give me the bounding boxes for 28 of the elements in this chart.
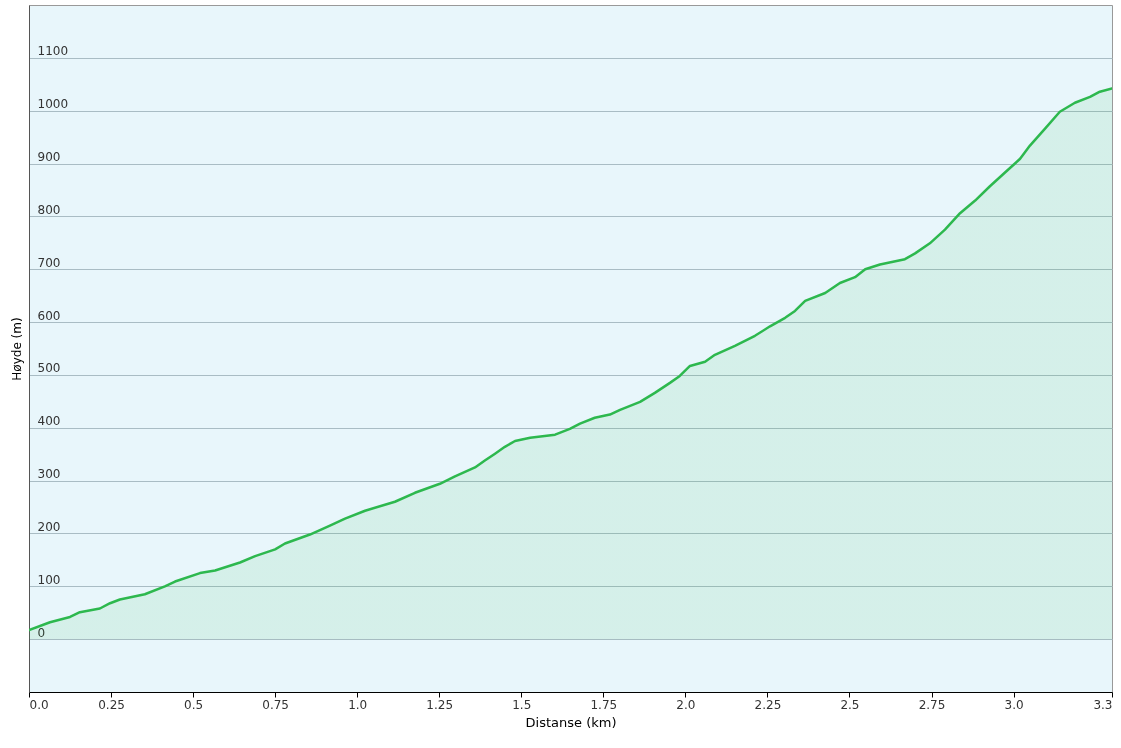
x-tick-label: 0.75	[262, 697, 289, 712]
y-tick-label: 800	[37, 202, 61, 217]
y-tick-label: 200	[37, 519, 61, 534]
y-tick-label: 700	[37, 255, 61, 270]
y-tick-label: 0	[37, 625, 46, 640]
x-tick-label: 0.25	[98, 697, 125, 712]
x-tick-label: 2.75	[918, 697, 946, 712]
y-tick-label: 1000	[37, 97, 69, 112]
y-tick-label: 300	[37, 467, 61, 482]
x-tick-label: 2.25	[754, 697, 782, 712]
y-tick-label: 600	[37, 308, 61, 323]
y-tick-label: 500	[37, 361, 61, 376]
x-tick-label: 0.5	[184, 697, 204, 712]
x-tick-label: 1.75	[590, 697, 618, 712]
y-tick-label: 900	[37, 150, 61, 165]
y-tick-label: 100	[37, 572, 61, 587]
x-tick-label: 0.0	[29, 697, 49, 712]
y-axis-title: Høyde (m)	[9, 317, 24, 381]
x-tick-label: 3.0	[1004, 697, 1024, 712]
y-tick-label: 1100	[37, 44, 69, 59]
x-tick-label: 2.5	[840, 697, 860, 712]
x-tick-label: 1.25	[426, 697, 454, 712]
x-tick-label: 1.0	[348, 697, 368, 712]
x-tick-label: 3.3	[1093, 697, 1113, 712]
y-tick-label: 400	[37, 414, 61, 429]
x-tick-label: 2.0	[676, 697, 696, 712]
x-tick-label: 1.5	[512, 697, 532, 712]
x-axis-title: Distanse (km)	[525, 714, 617, 730]
